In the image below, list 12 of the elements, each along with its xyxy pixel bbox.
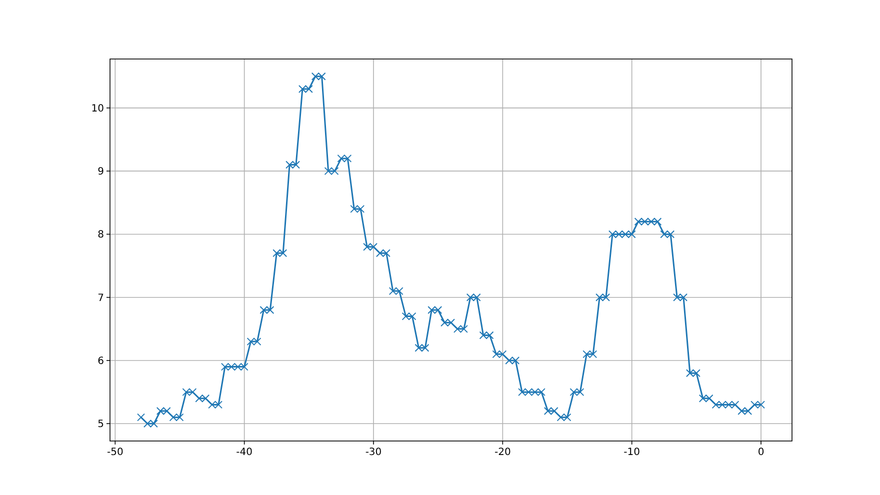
y-tick-label: 7: [98, 292, 104, 304]
y-tick-label: 9: [98, 166, 104, 178]
y-tick-label: 5: [98, 419, 104, 430]
x-tick-label: 0: [758, 447, 764, 458]
y-tick-label: 8: [98, 230, 104, 241]
x-tick-label: -10: [624, 447, 640, 458]
y-tick-label: 10: [91, 103, 104, 114]
y-tick-label: 6: [98, 356, 104, 367]
x-tick-label: -50: [106, 447, 124, 458]
x-tick-label: -30: [365, 447, 382, 458]
x-tick-label: -20: [494, 447, 511, 458]
x-tick-label: -40: [236, 447, 253, 458]
